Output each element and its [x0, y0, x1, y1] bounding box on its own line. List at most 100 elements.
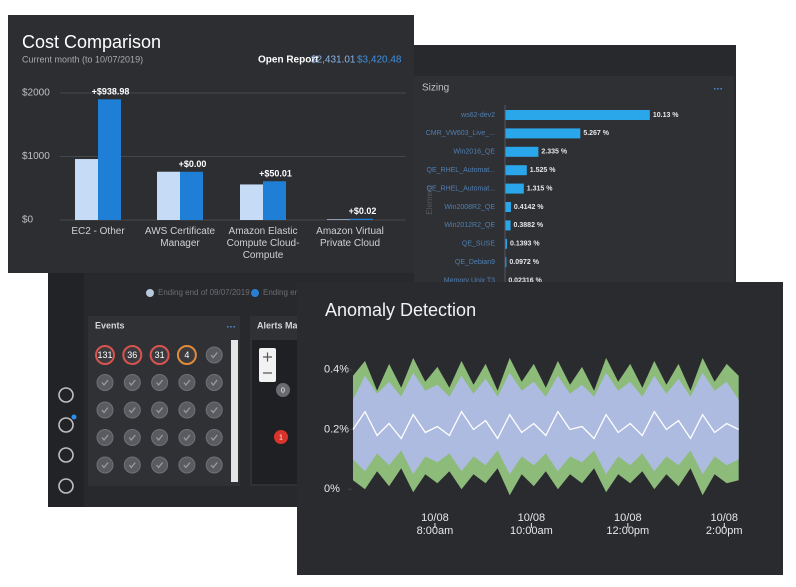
x-tick-label-box: 10/08 10:00am [510, 512, 553, 537]
x-tick-label-box: 10/08 12:00pm [606, 512, 650, 537]
sizing-bar [505, 220, 511, 231]
sizing-bar [505, 165, 527, 176]
map-marker-count: 1 [279, 434, 283, 441]
event-ok[interactable] [205, 456, 223, 474]
y-tick-label: $1000 [22, 151, 50, 162]
check-icon [183, 407, 191, 414]
zoom-icons [263, 352, 272, 374]
check-icon [183, 434, 191, 442]
bar [240, 184, 263, 220]
sidebar-icon[interactable] [58, 417, 74, 433]
sizing-bar [505, 183, 524, 194]
sizing-category: ws62-dev2 [460, 112, 495, 119]
legend-label: Ending end of 09/07/2019 [158, 288, 250, 297]
y-tick-label: 0% [324, 483, 340, 495]
sizing-category: QE_SUSE [462, 241, 495, 248]
event-ok[interactable] [96, 401, 114, 419]
sizing-value-label: 0.4142 % [514, 204, 544, 211]
check-icon [210, 352, 218, 359]
sidebar-icon[interactable] [58, 447, 74, 463]
map-marker[interactable] [276, 383, 290, 397]
sizing-panel [414, 76, 734, 290]
y-tick-label: 0.2% [324, 423, 349, 435]
bar [263, 181, 286, 220]
alerts-title: Alerts Map [257, 320, 304, 330]
event-ok[interactable] [123, 429, 141, 446]
x-tick-label: 10/08 8:00am [416, 512, 454, 537]
x-tick-label: EC2 - Other [71, 226, 125, 237]
y-tick-label: $2000 [22, 88, 50, 99]
check-icon [101, 434, 109, 442]
event-ok[interactable] [151, 401, 169, 419]
sizing-value-label: 0.02316 % [508, 277, 542, 284]
sizing-title: Sizing [422, 83, 449, 94]
x-tick-label-box: Amazon Virtual Private Cloud [316, 226, 384, 249]
event-badge[interactable] [149, 345, 170, 365]
sizing-axis-label: Element [425, 185, 434, 215]
legend-dot [251, 289, 259, 297]
check-icon [101, 462, 109, 469]
event-ok[interactable] [205, 401, 223, 419]
map-marker[interactable] [274, 430, 288, 444]
x-tick-label: AWS Certificate Manager [144, 226, 216, 249]
sidebar-icon[interactable] [58, 387, 74, 403]
x-tick-label: 10/08 12:00pm [606, 512, 650, 537]
sizing-value-label: 1.525 % [530, 167, 556, 174]
sizing-bar [505, 257, 507, 268]
event-ok[interactable] [205, 346, 223, 364]
sizing-value-label: 0.0972 % [509, 259, 539, 266]
sizing-bar [505, 202, 511, 212]
bar [327, 219, 350, 220]
legend-label: Ending end [263, 288, 303, 297]
difference-label: +$50.01 [259, 169, 292, 179]
event-ok[interactable] [178, 374, 196, 391]
cost-panel [8, 15, 414, 273]
sizing-value-label: 10.13 % [653, 112, 679, 119]
x-tick-label-box: 10/08 2:00pm [705, 512, 743, 537]
sizing-category: CMR_VW603_Live_... [426, 130, 495, 137]
x-tick-label-box: Amazon Elastic Compute Cloud- Compute [227, 226, 300, 261]
sizing-category: QE_RHEL_Automat... [427, 167, 496, 174]
check-icon [210, 407, 218, 414]
open-report[interactable]: Open Report [258, 55, 319, 66]
event-ok[interactable] [151, 456, 169, 474]
sizing-value-label: 5.267 % [583, 130, 609, 137]
event-ok[interactable] [205, 374, 223, 391]
check-icon [183, 379, 191, 387]
event-ok[interactable] [96, 374, 114, 391]
event-ok[interactable] [178, 456, 196, 474]
center-line [352, 410, 739, 440]
x-tick-label-box: AWS Certificate Manager [144, 226, 216, 249]
legend-dot [146, 289, 154, 297]
check-icon [128, 407, 136, 414]
event-count: 36 [127, 350, 137, 360]
event-ok[interactable] [123, 374, 141, 391]
sizing-value-label: 0.3882 % [514, 222, 544, 229]
difference-label: +$0.00 [179, 159, 207, 169]
event-badge[interactable] [176, 345, 197, 365]
event-ok[interactable] [96, 429, 114, 446]
event-badge[interactable] [122, 345, 143, 365]
event-ok[interactable] [151, 429, 169, 446]
check-icon [183, 462, 191, 469]
event-ok[interactable] [151, 374, 169, 391]
sizing-bar [505, 128, 581, 139]
bar [350, 218, 373, 220]
event-ok[interactable] [96, 456, 114, 474]
x-tick-label: 10/08 2:00pm [705, 512, 743, 537]
event-ok[interactable] [178, 429, 196, 446]
event-ok[interactable] [205, 429, 223, 446]
check-icon [210, 434, 218, 442]
event-badge[interactable] [95, 345, 115, 365]
event-count: 31 [155, 350, 165, 360]
total: $3,420.48 [357, 55, 402, 66]
sizing-value-label: 1.315 % [527, 185, 553, 192]
event-ok[interactable] [123, 401, 141, 419]
event-ok[interactable] [123, 456, 141, 474]
events-scrollbar [231, 340, 238, 482]
x-tick-label: Amazon Virtual Private Cloud [316, 226, 384, 249]
event-ok[interactable] [178, 401, 196, 419]
cost-subtitle: Current month (to 10/07/2019) [22, 54, 143, 64]
sidebar-icon[interactable] [58, 478, 74, 494]
